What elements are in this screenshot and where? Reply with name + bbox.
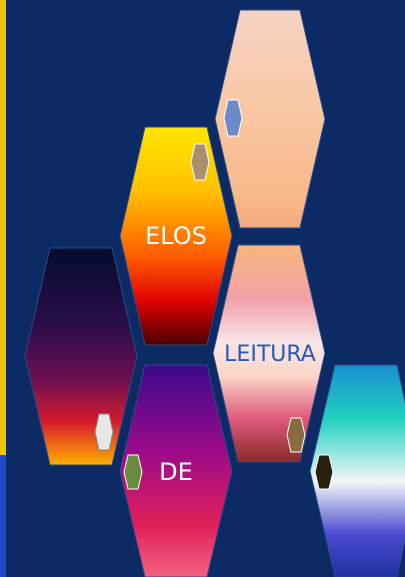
icon [314, 454, 334, 490]
hexagon [212, 244, 326, 463]
icon [94, 413, 114, 451]
hexagon-label: DE [159, 458, 193, 486]
hexagon [119, 126, 233, 346]
hexagon-label: LEITURA [224, 342, 316, 367]
icon [123, 454, 143, 490]
hexagon-label: ELOS [145, 222, 207, 250]
hexagon [214, 9, 326, 229]
side-bar-blue [0, 455, 6, 577]
hexagon [24, 247, 138, 466]
icon [190, 143, 210, 181]
hexagon [119, 364, 233, 577]
icon [286, 417, 306, 453]
icons [94, 99, 334, 490]
icon [223, 99, 243, 137]
side-bar-yellow [0, 0, 6, 455]
hexagon [309, 364, 405, 577]
